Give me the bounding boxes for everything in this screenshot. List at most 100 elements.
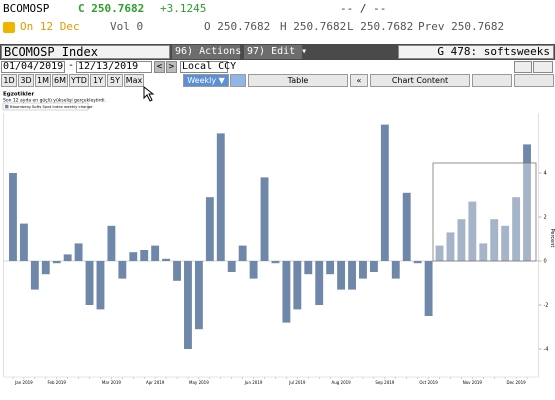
- chart-type-button[interactable]: [230, 74, 246, 87]
- bar: [19, 223, 28, 261]
- frequency: Weekly ▼: [187, 76, 225, 85]
- x-tick-label: May 2019: [189, 380, 209, 385]
- actions-label: 96) Actions ▾: [175, 46, 254, 57]
- bar: [326, 261, 335, 275]
- actions-button[interactable]: 96) Actions ▾: [172, 45, 253, 59]
- range-button[interactable]: 6M: [52, 74, 68, 87]
- edit-button[interactable]: 97) Edit ▾: [244, 45, 307, 59]
- next-period[interactable]: >: [166, 61, 177, 73]
- range-button[interactable]: 1Y: [90, 74, 106, 87]
- bar: [238, 245, 247, 261]
- range-button[interactable]: YTD: [69, 74, 89, 87]
- bar: [282, 261, 291, 323]
- currency-field[interactable]: Local CCY: [180, 61, 236, 73]
- start-date-field[interactable]: 01/04/2019: [1, 61, 65, 73]
- bar: [501, 225, 510, 261]
- bar: [369, 261, 378, 272]
- x-tick-label: Mar 2019: [102, 380, 121, 385]
- bar: [30, 261, 39, 290]
- table-label: Table: [287, 76, 309, 85]
- x-tick-label: Apr 2019: [146, 380, 165, 385]
- date-separator: -: [68, 60, 75, 71]
- frequency-button[interactable]: Weekly ▼: [183, 74, 229, 87]
- refresh-button[interactable]: [533, 61, 553, 73]
- bar: [402, 192, 411, 261]
- end-date: 12/13/2019: [78, 61, 139, 72]
- bar: [479, 243, 488, 261]
- y-axis-label: Percent: [549, 229, 555, 248]
- bar: [424, 261, 433, 316]
- range-button[interactable]: 3D: [18, 74, 34, 87]
- collapse-button[interactable]: «: [350, 74, 368, 87]
- bar: [435, 245, 444, 261]
- close-price: C 250.7682: [78, 2, 145, 15]
- bar: [359, 261, 367, 279]
- range-button[interactable]: 1D: [1, 74, 17, 87]
- x-tick-label: Oct 2019: [419, 380, 438, 385]
- y-tick-label: -2: [544, 303, 549, 309]
- bar: [173, 261, 181, 281]
- x-tick-label: Nov 2019: [463, 380, 483, 385]
- table-button[interactable]: Table: [248, 74, 348, 87]
- settings-button[interactable]: [514, 74, 554, 87]
- bar: [271, 261, 280, 264]
- chart: Egzotikler Son 12 ayda en güçlü yükseliş…: [2, 92, 555, 385]
- bar: [129, 252, 138, 261]
- currency: Local CCY: [182, 61, 237, 72]
- y-tick-label: -4: [544, 347, 549, 353]
- bar: [523, 144, 531, 261]
- bar: [52, 261, 61, 264]
- ticker: BCOMOSP: [3, 2, 50, 15]
- bar: [151, 245, 160, 261]
- bar: [216, 133, 225, 261]
- chart-content-label: Chart Content: [391, 76, 449, 85]
- low-price: L 250.7682: [347, 20, 414, 33]
- undo-button[interactable]: [514, 61, 532, 73]
- bar: [337, 261, 346, 290]
- end-date-field[interactable]: 12/13/2019: [76, 61, 152, 73]
- bar: [184, 261, 192, 349]
- tool-button[interactable]: [472, 74, 512, 87]
- range-button[interactable]: Max: [124, 74, 144, 87]
- bar: [205, 197, 214, 261]
- chart-subtitle: Son 12 ayda en güçlü yükselişi gerçekleş…: [3, 98, 106, 104]
- prev-price: Prev 250.7682: [418, 20, 505, 33]
- bar: [457, 219, 466, 261]
- legend-swatch: [5, 104, 9, 109]
- bar: [315, 261, 324, 305]
- range-button[interactable]: 1M: [35, 74, 51, 87]
- bar: [96, 261, 105, 310]
- bid-ask: -- / --: [340, 2, 387, 15]
- y-tick-label: 0: [544, 259, 547, 265]
- bar: [41, 261, 50, 275]
- bar: [380, 124, 389, 261]
- bar: [74, 243, 83, 261]
- x-tick-label: Dec 2019: [506, 380, 526, 385]
- legend-label: Bloomberg Softs Spot Index weekly change: [10, 104, 93, 109]
- bar: [118, 261, 127, 279]
- x-tick-label: Sep 2019: [375, 380, 394, 385]
- quote-date: On 12 Dec: [20, 20, 80, 33]
- y-tick-label: 2: [544, 215, 547, 221]
- bar: [162, 258, 171, 261]
- bar: [249, 261, 258, 279]
- bar: [468, 201, 477, 261]
- status-icon: [3, 22, 15, 33]
- x-tick-label: Feb 2019: [47, 380, 66, 385]
- bar: [260, 177, 269, 261]
- bar: [140, 250, 149, 261]
- volume: Vol 0: [110, 20, 144, 33]
- price-change: +3.1245: [160, 2, 207, 15]
- template-field[interactable]: G 478: softsweeks: [398, 45, 554, 59]
- x-tick-label: Jun 2019: [244, 380, 263, 385]
- highlight-box: [432, 162, 537, 262]
- bar: [391, 261, 400, 279]
- legend-box: [2, 102, 89, 111]
- security-field[interactable]: BCOMOSP Index: [1, 45, 170, 59]
- chart-content-button[interactable]: Chart Content: [370, 74, 470, 87]
- prev-period[interactable]: <: [154, 61, 165, 73]
- bar: [85, 261, 94, 305]
- x-tick-label: Jan 2019: [14, 380, 33, 385]
- range-button[interactable]: 5Y: [107, 74, 123, 87]
- security: BCOMOSP Index: [4, 45, 98, 59]
